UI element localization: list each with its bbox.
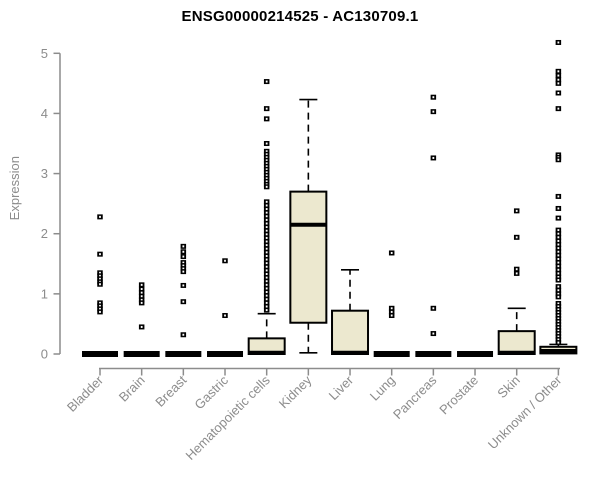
y-tick-label: 5 [41, 46, 48, 61]
x-category-label: Kidney [276, 372, 315, 411]
y-axis: 0 1 2 3 4 5 [41, 46, 61, 362]
x-category-label: Pancreas [390, 372, 440, 422]
boxplot-hematopoietic-cells [247, 79, 286, 355]
boxplot-unknown-other [539, 39, 578, 355]
y-tick-label: 0 [41, 347, 48, 362]
box [289, 190, 328, 324]
collapsed-box [207, 351, 244, 357]
collapsed-box [415, 351, 452, 357]
collapsed-box [82, 351, 118, 357]
collapsed-box [457, 351, 494, 357]
boxplot-bladder [82, 214, 118, 357]
boxplot-brain [123, 282, 160, 357]
x-category-label: Bladder [64, 372, 107, 415]
boxplot-liver [331, 269, 370, 355]
x-category-label: Brain [116, 373, 148, 405]
boxplot-gastric [207, 258, 244, 357]
y-tick-label: 4 [41, 106, 48, 121]
boxplot-skin [497, 208, 536, 355]
boxplot-lung [373, 250, 410, 357]
y-tick-label: 2 [41, 226, 48, 241]
x-category-label: Breast [152, 372, 189, 409]
boxplot-pancreas [415, 94, 452, 357]
x-category-label: Lung [367, 373, 398, 404]
boxplot-kidney [289, 98, 328, 354]
x-category-label: Prostate [436, 373, 481, 418]
x-category-label: Skin [494, 373, 522, 401]
x-category-label: Unknown / Other [485, 372, 565, 452]
collapsed-box [373, 351, 410, 357]
collapsed-box [165, 351, 202, 357]
y-tick-label: 1 [41, 286, 48, 301]
collapsed-box [123, 351, 160, 357]
boxplot-prostate [457, 351, 494, 357]
x-category-label: Liver [326, 372, 357, 403]
box [331, 309, 370, 355]
x-category-label: Gastric [191, 372, 231, 412]
boxplot-breast [165, 243, 202, 357]
chart-title: ENSG00000214525 - AC130709.1 [181, 8, 419, 25]
y-tick-label: 3 [41, 166, 48, 181]
box [497, 330, 536, 355]
